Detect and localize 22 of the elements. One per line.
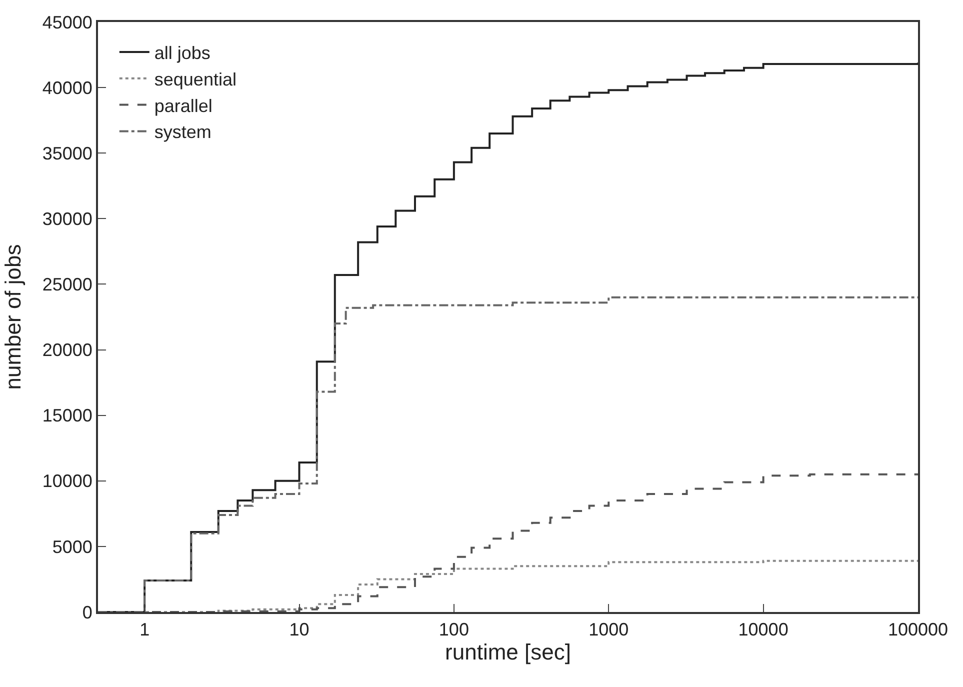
- legend-label: sequential: [154, 69, 236, 90]
- x-tick-label: 100: [438, 620, 469, 640]
- y-tick-label: 5000: [52, 536, 92, 557]
- legend-label: system: [154, 122, 212, 142]
- y-tick-label: 25000: [42, 274, 92, 295]
- legend-label: all jobs: [154, 43, 210, 64]
- x-tick-label: 1: [140, 620, 150, 640]
- y-tick-label: 30000: [42, 208, 92, 229]
- y-tick-label: 10000: [42, 471, 92, 492]
- x-tick-label: 10: [289, 620, 310, 640]
- y-tick-label: 45000: [42, 12, 92, 32]
- y-axis-title: number of jobs: [0, 244, 26, 390]
- x-tick-label: 10000: [738, 620, 788, 640]
- y-tick-label: 35000: [42, 143, 92, 164]
- x-tick-label: 1000: [588, 620, 629, 640]
- x-axis-title: runtime [sec]: [445, 640, 571, 665]
- y-tick-label: 20000: [42, 340, 92, 360]
- y-tick-label: 15000: [42, 406, 92, 426]
- x-tick-label: 100000: [888, 620, 948, 640]
- legend-label: parallel: [154, 96, 212, 116]
- y-tick-label: 40000: [42, 78, 92, 98]
- y-tick-label: 0: [82, 602, 92, 622]
